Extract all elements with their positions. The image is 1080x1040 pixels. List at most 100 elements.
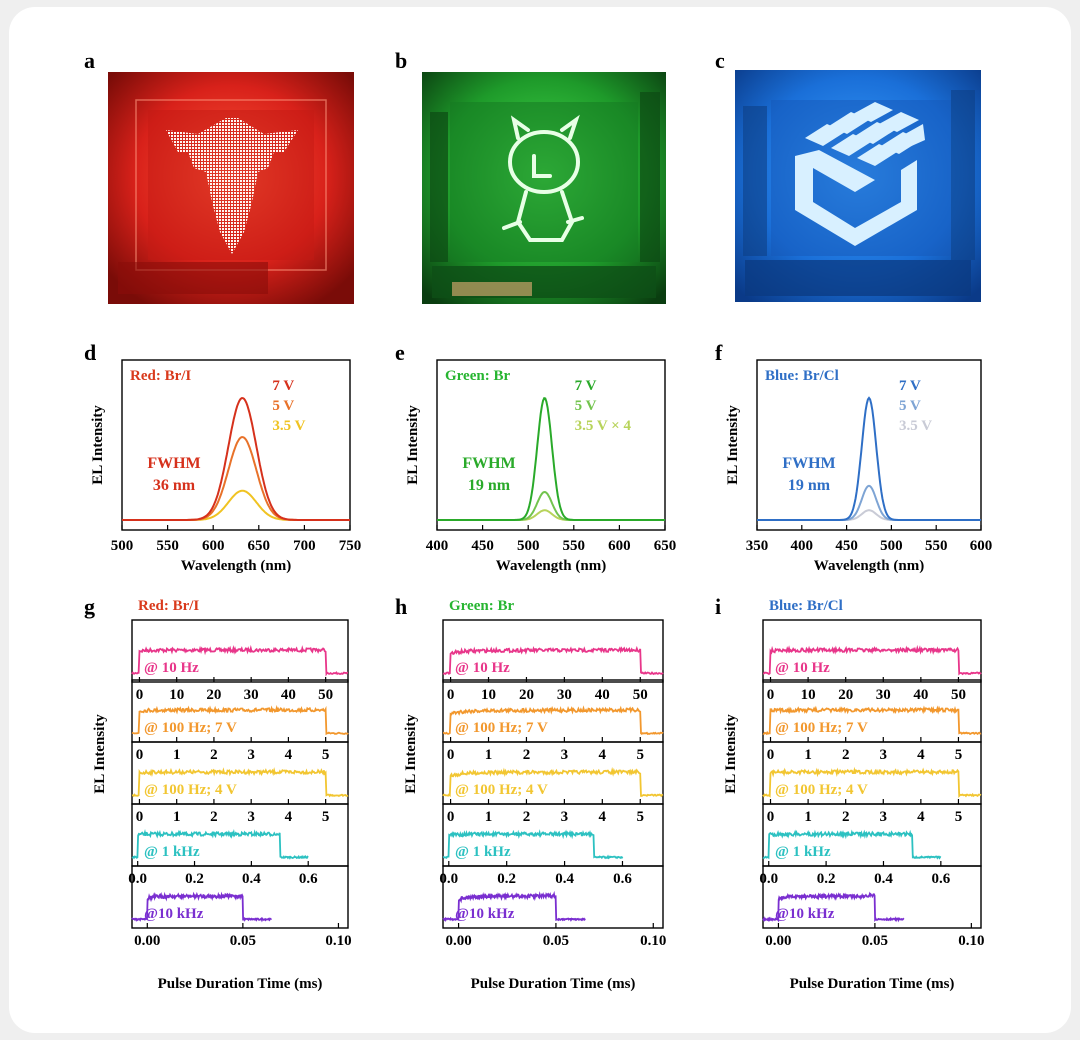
x-tick-label: 1 xyxy=(804,747,812,763)
x-tick-label: 30 xyxy=(876,687,891,703)
x-tick-label: 0.6 xyxy=(299,871,318,887)
subplot-label: @ 100 Hz; 7 V xyxy=(455,720,548,736)
fwhm-label: FWHM xyxy=(782,455,835,472)
x-tick-label: 3 xyxy=(561,809,569,825)
x-tick-label: 450 xyxy=(835,538,858,554)
x-tick-label: 0.2 xyxy=(185,871,204,887)
legend-label: 7 V xyxy=(272,378,294,394)
subplot-label: @ 1 kHz xyxy=(775,844,831,860)
x-tick-label: 0.05 xyxy=(230,933,256,949)
plot-frame xyxy=(121,359,351,531)
chart-title: Red: Br/I xyxy=(138,598,199,614)
x-tick-label: 0.10 xyxy=(640,933,666,949)
x-tick-label: 1 xyxy=(485,747,493,763)
pulse-trace-i-2 xyxy=(762,766,982,799)
y-axis-label: EL Intensity xyxy=(403,714,419,794)
subplot-frame xyxy=(762,865,982,929)
x-tick-label: 350 xyxy=(746,538,769,554)
subplot-label: @10 kHz xyxy=(144,906,204,922)
spectrum-curve-f-0 xyxy=(757,396,981,521)
y-axis-label: EL Intensity xyxy=(723,714,739,794)
spectrum-curve-f-2 xyxy=(757,509,981,521)
chart-title: Green: Br xyxy=(445,368,510,384)
x-tick-label: 3 xyxy=(561,747,569,763)
x-tick-label: 3 xyxy=(247,809,255,825)
legend-label: 5 V xyxy=(899,398,921,414)
fwhm-value: 36 nm xyxy=(153,477,196,494)
x-tick-label: 500 xyxy=(111,538,134,554)
x-tick-label: 40 xyxy=(595,687,610,703)
x-axis-label: Wavelength (nm) xyxy=(814,558,924,574)
x-tick-label: 5 xyxy=(322,809,330,825)
x-tick-label: 5 xyxy=(636,809,644,825)
pulse-trace-g-0 xyxy=(131,644,349,677)
x-tick-label: 0.6 xyxy=(931,871,950,887)
pulse-trace-i-4 xyxy=(762,891,905,923)
x-tick-label: 400 xyxy=(426,538,449,554)
x-tick-label: 0.6 xyxy=(613,871,632,887)
x-tick-label: 50 xyxy=(633,687,648,703)
x-tick-label: 550 xyxy=(925,538,948,554)
pulse-trace-h-4 xyxy=(442,890,586,923)
photo-green-display xyxy=(422,72,666,304)
x-tick-label: 0 xyxy=(447,747,455,763)
subplot-label: @ 10 Hz xyxy=(144,660,199,676)
x-tick-label: 30 xyxy=(557,687,572,703)
x-tick-label: 2 xyxy=(523,809,531,825)
x-tick-label: 1 xyxy=(485,809,493,825)
subplot-label: @ 100 Hz; 4 V xyxy=(775,782,868,798)
panel-letter-f: f xyxy=(715,340,723,365)
fwhm-label: FWHM xyxy=(462,455,515,472)
subplot-frame xyxy=(442,865,664,929)
subplot-label: @ 100 Hz; 4 V xyxy=(144,782,237,798)
panel-letter-i: i xyxy=(715,594,722,619)
x-tick-label: 600 xyxy=(970,538,993,554)
spectrum-curve-d-0 xyxy=(122,397,350,521)
fwhm-value: 19 nm xyxy=(468,477,511,494)
x-tick-label: 4 xyxy=(599,809,607,825)
subplot-label: @ 100 Hz; 7 V xyxy=(775,720,868,736)
subplot-frame xyxy=(131,619,349,683)
x-tick-label: 20 xyxy=(519,687,534,703)
legend-label: 5 V xyxy=(575,398,597,414)
y-axis-label: EL Intensity xyxy=(405,405,421,485)
x-tick-label: 4 xyxy=(917,809,925,825)
x-tick-label: 5 xyxy=(955,809,963,825)
x-tick-label: 400 xyxy=(791,538,814,554)
x-tick-label: 0 xyxy=(136,747,144,763)
transient-chart-h: @ 10 Hz0 10 20 30 40 50@ 100 Hz; 7 V0 1 2 3 4 5@ 1… xyxy=(403,598,666,992)
x-tick-label: 20 xyxy=(206,687,221,703)
x-tick-label: 5 xyxy=(636,747,644,763)
subplot-frame xyxy=(442,619,664,683)
phoenix-emblem-icon xyxy=(166,118,298,254)
pulse-trace-h-2 xyxy=(442,766,664,798)
chart-title: Green: Br xyxy=(449,598,514,614)
x-tick-label: 5 xyxy=(322,747,330,763)
spectrum-curve-e-1 xyxy=(437,490,665,521)
x-tick-label: 550 xyxy=(156,538,179,554)
legend-label: 3.5 V × 4 xyxy=(575,418,632,434)
spectrum-curve-e-2 xyxy=(437,509,665,521)
x-tick-label: 2 xyxy=(210,747,218,763)
x-tick-label: 40 xyxy=(281,687,296,703)
spectrum-chart-e: 400 450 500 550 600 650 Green: Br 7 V 5 V 3.5 V ×… xyxy=(405,359,676,574)
spectrum-chart-d: 500 550 600 650 700 750 Red: Br/I 7 V 5 V 3.5 V FW… xyxy=(90,359,361,574)
x-tick-label: 0.05 xyxy=(862,933,888,949)
x-tick-label: 450 xyxy=(471,538,494,554)
pulse-trace-g-4 xyxy=(131,891,272,923)
x-tick-label: 0.4 xyxy=(242,871,261,887)
x-tick-label: 30 xyxy=(244,687,259,703)
x-tick-label: 10 xyxy=(801,687,816,703)
fwhm-value: 19 nm xyxy=(788,477,831,494)
fwhm-label: FWHM xyxy=(147,455,200,472)
panel-letter-d: d xyxy=(84,340,97,365)
photo-blue-display xyxy=(735,70,981,302)
spectrum-chart-f: 350 400 450 500 550 600 Blue: Br/Cl 7 V 5 V 3.5 V… xyxy=(725,359,993,574)
panel-letter-c: c xyxy=(715,48,725,73)
x-tick-label: 3 xyxy=(247,747,255,763)
subplot-label: @ 10 Hz xyxy=(775,660,830,676)
subplot-frame xyxy=(762,619,982,683)
x-tick-label: 0.00 xyxy=(445,933,471,949)
pulse-trace-g-2 xyxy=(131,767,349,798)
